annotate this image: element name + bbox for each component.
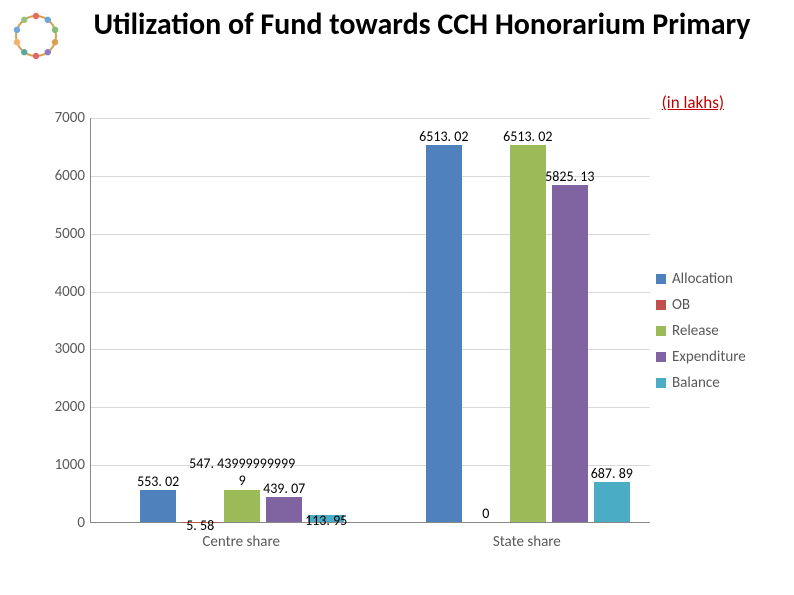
bar-balance [594,482,630,522]
legend-label: OB [672,296,690,314]
legend-label: Allocation [672,270,733,288]
bar-value-label: 113. 95 [305,512,347,529]
legend-label: Expenditure [672,348,746,366]
legend-swatch [656,378,666,388]
legend-item-release: Release [656,322,776,340]
y-tick-label: 2000 [30,398,85,416]
gridline [91,118,650,119]
bar-release [224,490,260,522]
bar-allocation [426,145,462,522]
y-tick-label: 5000 [30,225,85,243]
legend: Allocation OB Release Expenditure Balance [656,270,776,400]
bar-value-label: 6513. 02 [419,128,468,145]
legend-label: Balance [672,374,720,392]
bar-value-label: 6513. 02 [503,128,552,145]
unit-subtitle: (in lakhs) [662,92,724,113]
legend-swatch [656,300,666,310]
plot-area: 553. 025. 58547. 439999999999439. 07113.… [90,118,650,523]
bar-expenditure [552,185,588,522]
bar-value-label: 553. 02 [137,473,179,490]
x-category-label: Centre share [202,533,280,551]
bar-release [510,145,546,522]
y-tick-label: 0 [30,514,85,532]
y-tick-label: 3000 [30,340,85,358]
legend-swatch [656,352,666,362]
y-tick-label: 6000 [30,167,85,185]
bar-value-label: 687. 89 [591,465,633,482]
bar-value-label: 5825. 13 [545,168,594,185]
page-title: Utilization of Fund towards CCH Honorari… [70,8,774,43]
bar-expenditure [266,497,302,522]
legend-label: Release [672,322,719,340]
legend-item-balance: Balance [656,374,776,392]
legend-swatch [656,274,666,284]
bar-value-label: 0 [482,505,489,522]
x-category-label: State share [493,533,561,551]
bar-allocation [140,490,176,522]
legend-item-allocation: Allocation [656,270,776,288]
bar-value-label: 439. 07 [263,480,305,497]
legend-item-ob: OB [656,296,776,314]
y-tick-label: 7000 [30,109,85,127]
legend-item-expenditure: Expenditure [656,348,776,366]
bar-chart: 553. 025. 58547. 439999999999439. 07113.… [30,118,650,563]
org-logo [8,8,64,64]
legend-swatch [656,326,666,336]
y-tick-label: 4000 [30,283,85,301]
bar-value-label: 5. 58 [186,517,214,534]
y-tick-label: 1000 [30,456,85,474]
